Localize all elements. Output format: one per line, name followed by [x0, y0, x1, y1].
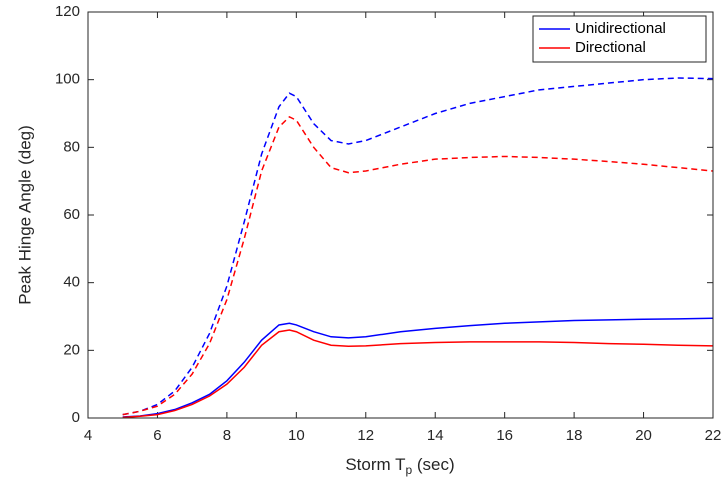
x-tick-label: 18: [566, 427, 583, 444]
x-tick-label: 8: [223, 427, 231, 444]
x-tick-label: 14: [427, 427, 444, 444]
y-tick-label: 80: [63, 138, 80, 155]
y-tick-label: 20: [63, 341, 80, 358]
y-tick-label: 0: [72, 409, 80, 426]
y-axis-label: Peak Hinge Angle (deg): [15, 125, 34, 305]
x-tick-label: 6: [153, 427, 161, 444]
series-line: [122, 329, 714, 419]
axes-box: [87, 11, 714, 419]
legend-box: [532, 15, 707, 63]
plot-area: [88, 12, 713, 418]
y-tick-label: 120: [55, 3, 80, 20]
x-tick-label: 10: [288, 427, 305, 444]
x-label-unit: (sec): [412, 455, 455, 474]
y-tick-label: 100: [55, 71, 80, 88]
legend-label: Directional: [575, 39, 646, 56]
x-tick-label: 16: [496, 427, 513, 444]
series-line: [122, 115, 714, 416]
x-tick-label: 20: [635, 427, 652, 444]
y-tick-label: 60: [63, 206, 80, 223]
series-line: [122, 77, 714, 416]
x-axis-label: Storm Tp (sec): [345, 455, 454, 477]
y-tick-label: 40: [63, 274, 80, 291]
x-label-subscript: p: [405, 463, 412, 477]
x-tick-label: 22: [705, 427, 722, 444]
x-tick-label: 4: [84, 427, 92, 444]
x-tick-label: 12: [357, 427, 374, 444]
series-line: [122, 317, 714, 418]
x-label-main: Storm T: [345, 455, 405, 474]
legend-label: Unidirectional: [575, 20, 666, 37]
